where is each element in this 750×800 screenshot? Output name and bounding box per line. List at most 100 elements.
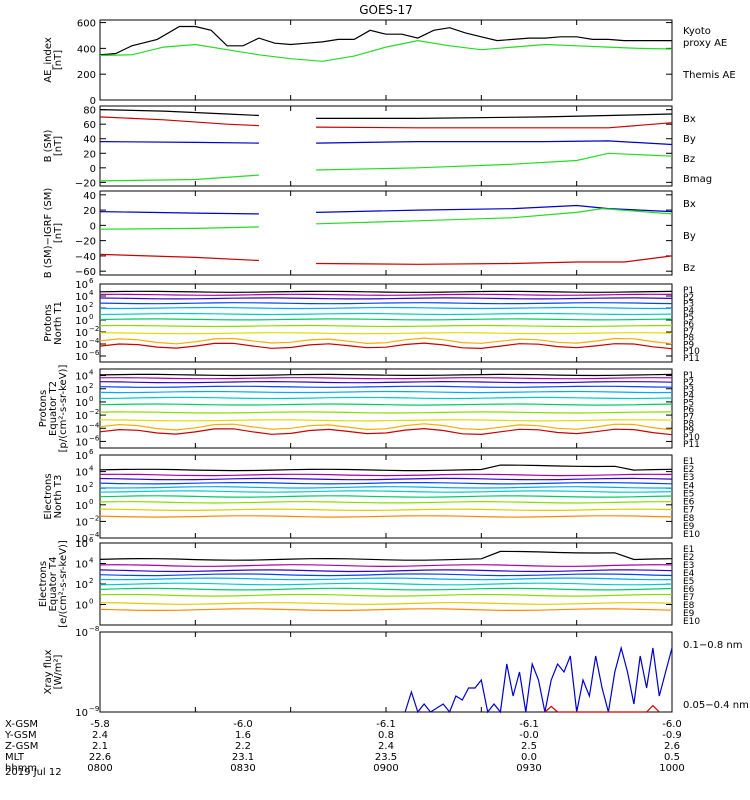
y-tick-label: 600 — [77, 19, 96, 30]
channel-line-6 — [99, 495, 673, 498]
channel-line-8 — [99, 508, 673, 512]
series-line-3 — [99, 174, 259, 182]
legend-entry: E4 — [683, 481, 695, 491]
y-tick-label: 10 — [75, 560, 88, 571]
legend-entry: P5 — [683, 313, 694, 323]
orbit-value: 22.6 — [89, 752, 111, 763]
y-tick-exponent: 6 — [89, 277, 94, 285]
channel-line-7 — [99, 411, 673, 414]
legend-entry: Themis AE — [682, 70, 736, 81]
y-tick-label: 0 — [90, 164, 96, 175]
y-tick-label: 10 — [75, 601, 88, 612]
legend-entry: P2 — [683, 378, 694, 388]
orbit-row-label: Y-GSM — [4, 730, 37, 741]
channel-line-9 — [99, 337, 673, 345]
y-tick-exponent: 6 — [89, 536, 94, 544]
y-tick-exponent: 6 — [89, 448, 94, 456]
legend-entry: E5 — [683, 577, 694, 587]
channel-line-10 — [99, 342, 673, 350]
y-tick-label: 10 — [75, 280, 88, 291]
orbit-value: 2.4 — [92, 730, 108, 741]
legend-entry: P11 — [683, 354, 700, 364]
orbit-value: 0800 — [87, 763, 112, 774]
orbit-value: 1.6 — [235, 730, 251, 741]
y-axis-label: North T1 — [53, 301, 64, 345]
legend-entry: P6 — [683, 406, 694, 416]
orbit-value: 0930 — [516, 763, 541, 774]
series-line-1 — [99, 39, 673, 62]
y-tick-exponent: 0 — [89, 598, 93, 606]
orbit-value: -5.8 — [90, 719, 110, 730]
y-tick-label: 40 — [83, 135, 96, 146]
y-tick-label: 10 — [75, 316, 88, 327]
orbit-value: 0.8 — [378, 730, 394, 741]
y-tick-label: 10 — [75, 304, 88, 315]
orbit-value: -6.0 — [233, 719, 253, 730]
y-axis-label: B (SM)−IGRF (SM) — [43, 188, 54, 279]
orbit-value: 2.2 — [235, 741, 251, 752]
y-tick-label: 200 — [77, 70, 96, 81]
legend-entry: E6 — [683, 585, 695, 595]
legend-entry: P6 — [683, 320, 694, 330]
y-axis-label: Electrons — [43, 473, 54, 519]
legend-entry: E9 — [683, 522, 695, 532]
channel-line-1 — [99, 564, 673, 568]
channel-line-8 — [99, 419, 673, 422]
channel-line-3 — [99, 302, 673, 305]
y-axis-label: AE_index — [43, 37, 54, 83]
legend-entry: Bmag — [683, 174, 712, 185]
legend-entry: P7 — [683, 412, 694, 422]
channel-line-2 — [99, 569, 673, 573]
y-tick-label: 10 — [75, 628, 88, 639]
orbit-value: 0900 — [373, 763, 398, 774]
y-tick-label: 0 — [90, 96, 96, 107]
legend-entry: P7 — [683, 327, 694, 337]
series-line-1 — [316, 207, 673, 225]
legend-entry: P3 — [683, 300, 694, 310]
legend-entry: Bz — [683, 154, 695, 165]
legend-entry: Bz — [683, 263, 695, 274]
orbit-value: 0830 — [230, 763, 255, 774]
legend-entry: P9 — [683, 426, 694, 436]
series-line-0 — [99, 25, 672, 56]
legend-entry: By — [683, 134, 696, 145]
y-tick-label: 20 — [83, 149, 96, 160]
orbit-value: -6.1 — [519, 719, 539, 730]
y-tick-label: 10 — [75, 484, 88, 495]
y-tick-label: 10 — [75, 708, 88, 719]
y-axis-label: Protons — [43, 304, 54, 341]
y-tick-label: 10 — [75, 372, 88, 383]
orbit-value: 0.0 — [521, 752, 537, 763]
y-tick-label: 10 — [75, 340, 88, 351]
legend-entry: E10 — [683, 530, 700, 540]
y-tick-exponent: −4 — [89, 421, 100, 429]
y-tick-exponent: −9 — [89, 705, 99, 713]
y-tick-exponent: 2 — [89, 301, 93, 309]
series-line-0 — [316, 113, 673, 119]
legend-entry: P4 — [683, 306, 694, 316]
y-tick-exponent: 0 — [89, 395, 93, 403]
legend-entry: 0.1−0.8 nm — [683, 640, 742, 651]
legend-entry: E9 — [683, 609, 695, 619]
channel-line-0 — [99, 550, 673, 561]
orbit-value: -0.9 — [662, 730, 682, 741]
y-axis-label: [W/m²] — [53, 654, 64, 689]
y-tick-label: 40 — [83, 191, 96, 202]
y-tick-label: 60 — [83, 120, 96, 131]
legend-entry: E1 — [683, 457, 694, 467]
y-tick-exponent: −4 — [89, 337, 100, 345]
series-line-2 — [316, 140, 673, 146]
y-tick-label: 10 — [75, 534, 88, 545]
legend-entry: E5 — [683, 489, 694, 499]
y-axis-label: Electrons — [38, 561, 49, 607]
legend-entry: P11 — [683, 440, 700, 450]
channel-line-3 — [99, 573, 673, 577]
legend-entry: proxy AE — [683, 38, 727, 49]
legend-entry: P1 — [683, 286, 694, 296]
legend-entry: Bx — [683, 199, 696, 210]
series-line-0 — [316, 204, 673, 213]
channel-line-6 — [99, 318, 673, 321]
